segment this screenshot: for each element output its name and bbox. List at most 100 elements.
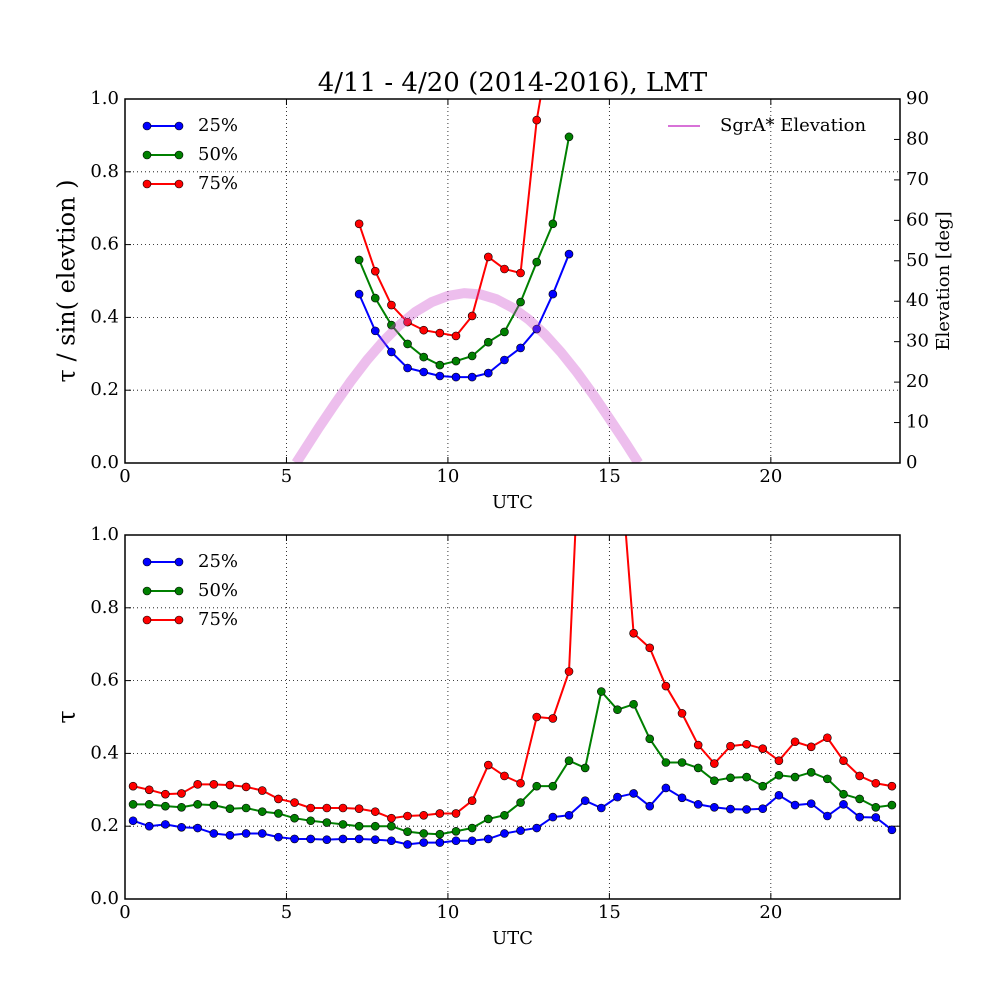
data-point bbox=[677, 758, 687, 767]
data-point bbox=[613, 792, 622, 802]
x-tick-label: 0 bbox=[119, 466, 130, 487]
legend-marker bbox=[174, 615, 184, 625]
data-point bbox=[790, 800, 800, 810]
data-point bbox=[532, 257, 542, 267]
data-point bbox=[855, 794, 864, 804]
x-tick-label: 0 bbox=[119, 902, 130, 923]
legend-marker bbox=[174, 150, 184, 160]
data-point bbox=[500, 327, 509, 337]
data-point bbox=[500, 264, 509, 274]
data-point bbox=[483, 814, 493, 824]
data-point bbox=[419, 838, 428, 847]
data-point bbox=[580, 763, 590, 773]
data-point bbox=[483, 760, 493, 770]
data-point bbox=[645, 643, 655, 653]
data-point bbox=[806, 768, 816, 777]
x-tick-label: 15 bbox=[598, 902, 621, 923]
data-point bbox=[209, 780, 219, 789]
y-tick-label: 0.8 bbox=[90, 161, 119, 182]
y2-tick-label: 40 bbox=[906, 290, 929, 311]
data-point bbox=[354, 255, 364, 265]
data-point bbox=[710, 759, 719, 768]
data-point bbox=[161, 789, 170, 799]
data-point bbox=[548, 714, 558, 723]
data-point bbox=[629, 699, 638, 709]
data-point bbox=[419, 325, 428, 335]
data-point bbox=[370, 835, 380, 844]
plot-area bbox=[291, 99, 643, 463]
data-point bbox=[871, 813, 881, 822]
y2-tick-label: 90 bbox=[906, 88, 929, 109]
data-point bbox=[128, 800, 138, 809]
data-point bbox=[855, 771, 864, 781]
data-point bbox=[564, 810, 574, 820]
elevation-curve bbox=[291, 288, 643, 463]
plot-area bbox=[128, 535, 897, 849]
data-point bbox=[823, 733, 832, 743]
data-point bbox=[387, 347, 396, 357]
data-point bbox=[225, 830, 235, 840]
data-point bbox=[322, 818, 332, 827]
data-point bbox=[354, 289, 364, 299]
data-point bbox=[758, 804, 768, 814]
data-point bbox=[661, 758, 671, 767]
data-point bbox=[806, 799, 816, 808]
data-point bbox=[742, 739, 751, 749]
y-axis-label: τ bbox=[53, 710, 81, 723]
y2-tick-label: 0 bbox=[906, 452, 917, 473]
y-tick-label: 1.0 bbox=[90, 524, 119, 545]
data-point bbox=[532, 823, 542, 833]
data-point bbox=[532, 324, 542, 334]
y-tick-label: 1.0 bbox=[90, 88, 119, 109]
data-point bbox=[177, 802, 186, 812]
data-point bbox=[257, 786, 267, 795]
data-point bbox=[403, 317, 412, 327]
data-point bbox=[790, 772, 800, 782]
data-point bbox=[177, 822, 186, 832]
data-point bbox=[144, 821, 154, 831]
axes-frame bbox=[124, 98, 901, 464]
data-point bbox=[500, 355, 509, 365]
legend-label: 75% bbox=[198, 609, 238, 630]
data-point bbox=[274, 809, 283, 818]
data-point bbox=[629, 789, 638, 798]
data-point bbox=[241, 803, 251, 813]
legend-marker bbox=[142, 150, 152, 160]
y-tick-label: 0.0 bbox=[90, 452, 119, 473]
y2-tick-label: 60 bbox=[906, 209, 929, 230]
y2-tick-label: 80 bbox=[906, 128, 929, 149]
data-point bbox=[790, 737, 800, 747]
data-point bbox=[403, 840, 412, 849]
legend-marker bbox=[142, 557, 152, 567]
data-point bbox=[451, 356, 461, 366]
legend-label: 25% bbox=[198, 115, 238, 136]
axes-frame bbox=[124, 534, 901, 900]
data-point bbox=[354, 804, 364, 814]
data-point bbox=[742, 772, 751, 782]
y2-tick-label: 10 bbox=[906, 412, 929, 433]
data-point bbox=[855, 812, 864, 822]
x-tick-label: 15 bbox=[598, 466, 621, 487]
legend-label: 75% bbox=[198, 173, 238, 194]
x-tick-label: 20 bbox=[759, 466, 782, 487]
data-point bbox=[128, 781, 138, 791]
data-point bbox=[435, 838, 445, 847]
data-point bbox=[370, 293, 380, 303]
data-point bbox=[387, 300, 396, 310]
data-point bbox=[177, 789, 186, 798]
data-point bbox=[500, 810, 509, 820]
data-point bbox=[387, 320, 396, 330]
data-point bbox=[532, 115, 542, 125]
legend-label: 50% bbox=[198, 580, 238, 601]
data-point bbox=[774, 756, 784, 765]
data-point bbox=[193, 780, 202, 789]
data-point bbox=[306, 834, 315, 844]
data-point bbox=[564, 667, 574, 676]
data-point bbox=[597, 803, 606, 813]
data-point bbox=[742, 805, 751, 814]
data-point bbox=[338, 803, 348, 813]
legend-label: 25% bbox=[198, 551, 238, 572]
data-point bbox=[451, 372, 461, 382]
data-point bbox=[435, 809, 445, 818]
data-point bbox=[564, 756, 574, 765]
